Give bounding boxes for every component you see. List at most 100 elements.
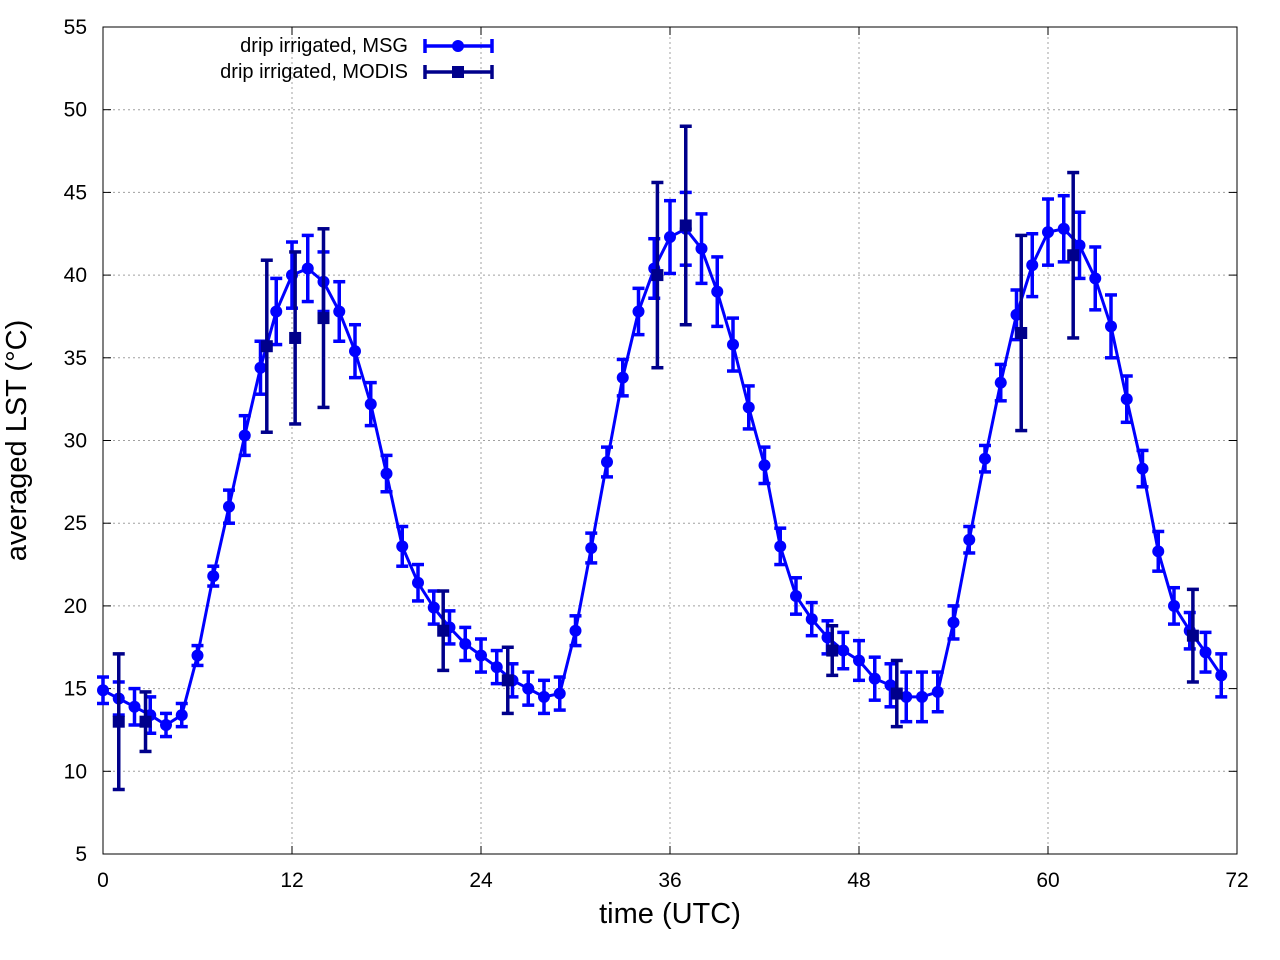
- legend-label-modis: drip irrigated, MODIS: [220, 61, 408, 83]
- data-point: [427, 601, 440, 614]
- data-point: [711, 285, 724, 298]
- data-point: [826, 644, 839, 657]
- data-point: [364, 398, 377, 411]
- data-point: [994, 376, 1007, 389]
- data-point: [254, 361, 267, 374]
- data-point: [679, 219, 692, 232]
- data-point: [774, 540, 787, 553]
- data-point: [349, 345, 361, 358]
- data-point: [289, 331, 302, 344]
- data-point: [459, 637, 472, 650]
- data-point: [931, 685, 944, 698]
- data-point: [522, 682, 535, 695]
- x-tick-label: 48: [847, 869, 870, 892]
- data-point: [695, 242, 708, 255]
- y-tick-label: 50: [64, 99, 87, 122]
- data-point: [1067, 249, 1080, 262]
- data-point: [333, 305, 346, 318]
- x-tick-label: 60: [1036, 869, 1059, 892]
- data-point: [553, 687, 566, 700]
- data-point: [1215, 669, 1228, 682]
- axis-ticks: 5 10 15 20 25 30 35 40 45 50 55 0 12 24 36 48 60 72: [64, 16, 1249, 892]
- data-point: [1015, 326, 1028, 339]
- data-point: [175, 709, 188, 722]
- y-tick-label: 20: [64, 595, 87, 618]
- y-tick-label: 15: [64, 678, 87, 701]
- data-point: [538, 690, 550, 703]
- data-point: [1057, 222, 1070, 235]
- data-point: [112, 715, 125, 728]
- data-point: [260, 340, 273, 353]
- data-point: [238, 429, 251, 442]
- data-point: [317, 312, 330, 325]
- data-point: [868, 672, 881, 685]
- x-tick-label: 24: [469, 869, 493, 892]
- legend-sample-modis: [423, 65, 494, 79]
- data-point: [758, 459, 771, 472]
- data-point: [916, 690, 928, 703]
- data-point: [742, 401, 755, 414]
- y-tick-label: 55: [64, 16, 87, 39]
- data-point: [616, 371, 629, 384]
- data-point: [651, 269, 664, 282]
- data-point: [412, 576, 424, 589]
- data-point: [585, 542, 598, 555]
- data-point: [805, 613, 818, 626]
- data-point: [963, 533, 976, 546]
- data-point: [837, 644, 850, 657]
- data-point: [1152, 545, 1165, 558]
- data-point: [1073, 239, 1086, 252]
- x-tick-label: 0: [97, 869, 109, 892]
- data-point: [853, 654, 865, 667]
- legend-sample-msg: [423, 39, 494, 53]
- x-axis-title: time (UTC): [599, 898, 741, 930]
- data-point: [790, 589, 802, 602]
- data-point: [160, 718, 172, 731]
- data-point: [1105, 320, 1117, 333]
- legend-marker: [452, 40, 464, 52]
- y-tick-label: 30: [64, 430, 87, 453]
- data-point: [380, 467, 393, 480]
- legend: drip irrigated, MSG drip irrigated, MODI…: [220, 35, 494, 83]
- grid-lines: [103, 27, 1237, 854]
- data-point: [207, 570, 220, 583]
- series-modis: [112, 124, 1199, 792]
- y-tick-label: 45: [64, 181, 87, 204]
- data-point: [601, 456, 613, 469]
- y-tick-label: 5: [75, 843, 87, 866]
- data-point: [1120, 393, 1133, 406]
- y-tick-label: 35: [64, 347, 87, 370]
- series-msg: [97, 190, 1228, 739]
- data-point: [727, 338, 739, 351]
- x-tick-label: 72: [1225, 869, 1248, 892]
- data-point: [501, 674, 514, 687]
- data-point: [569, 624, 582, 637]
- x-tick-label: 36: [658, 869, 681, 892]
- data-point: [1168, 599, 1180, 612]
- data-point: [890, 687, 903, 700]
- data-point: [97, 684, 109, 697]
- data-point: [632, 305, 645, 318]
- y-tick-label: 10: [64, 760, 87, 783]
- data-point: [475, 649, 487, 662]
- y-axis-title: averaged LST (°C): [1, 320, 33, 562]
- x-tick-label: 12: [280, 869, 303, 892]
- data-point: [664, 231, 676, 244]
- data-point: [1199, 646, 1212, 659]
- data-point: [396, 540, 409, 553]
- data-point: [301, 262, 314, 275]
- series-line: [102, 227, 1223, 727]
- data-point: [437, 624, 450, 637]
- data-point: [1042, 226, 1054, 239]
- data-point: [900, 690, 913, 703]
- y-tick-label: 25: [64, 512, 87, 535]
- data-point: [947, 616, 960, 629]
- series-layer: [97, 124, 1228, 792]
- data-point: [1089, 272, 1102, 285]
- data-point: [191, 649, 204, 662]
- data-point: [1026, 259, 1039, 272]
- data-point: [490, 661, 503, 674]
- data-point: [1136, 462, 1149, 475]
- data-point: [979, 452, 991, 465]
